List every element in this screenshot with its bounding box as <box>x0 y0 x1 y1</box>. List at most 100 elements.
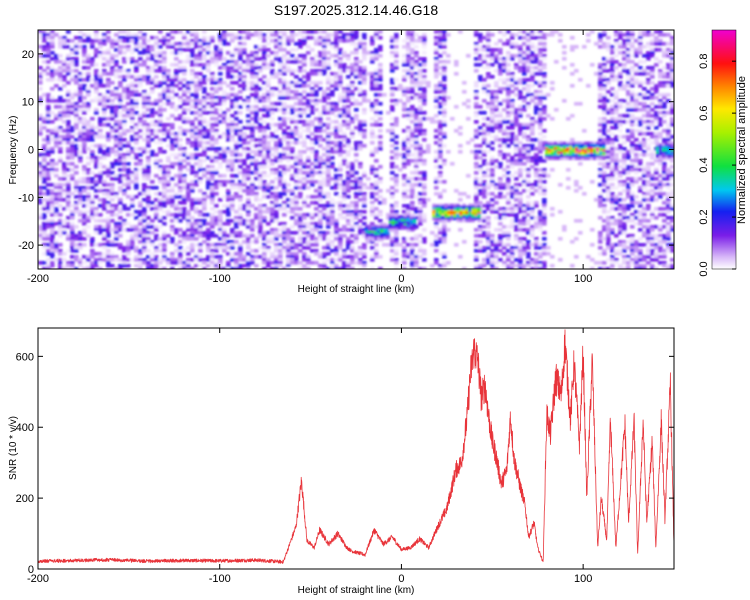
heatmap-cell <box>350 72 355 76</box>
heatmap-cell <box>210 225 215 229</box>
heatmap-cell <box>50 78 55 82</box>
heatmap-cell <box>114 42 119 46</box>
heatmap-cell <box>322 207 327 211</box>
heatmap-cell <box>114 105 119 109</box>
heatmap-cell <box>166 189 171 193</box>
heatmap-cell <box>202 135 207 139</box>
heatmap-cell <box>246 201 251 205</box>
heatmap-cell <box>294 219 299 223</box>
heatmap-cell <box>318 63 323 67</box>
heatmap-cell <box>374 168 379 172</box>
heatmap-cell <box>434 60 439 64</box>
heatmap-cell <box>494 246 499 250</box>
heatmap-cell <box>486 219 491 223</box>
heatmap-cell <box>70 264 75 268</box>
heatmap-cell <box>266 108 271 112</box>
heatmap-cell <box>438 54 443 58</box>
heatmap-cell <box>90 237 95 241</box>
heatmap-cell <box>118 156 123 160</box>
heatmap-cell <box>338 78 343 82</box>
heatmap-cell <box>334 102 339 106</box>
heatmap-cell <box>246 177 251 181</box>
heatmap-cell <box>326 132 331 136</box>
heatmap-cell <box>390 195 395 199</box>
heatmap-cell <box>214 57 219 61</box>
heatmap-cell <box>142 237 147 241</box>
heatmap-cell <box>194 219 199 223</box>
heatmap-cell <box>86 234 91 238</box>
heatmap-cell <box>154 234 159 238</box>
heatmap-cell <box>394 39 399 43</box>
heatmap-cell <box>238 63 243 67</box>
heatmap-cell <box>318 72 323 76</box>
heatmap-cell <box>506 99 511 103</box>
heatmap-cell <box>206 42 211 46</box>
heatmap-cell <box>74 267 79 269</box>
heatmap-cell <box>178 267 183 269</box>
heatmap-cell <box>418 72 423 76</box>
heatmap-cell <box>142 60 147 64</box>
heatmap-cell <box>286 249 291 253</box>
heatmap-cell <box>422 213 427 217</box>
heatmap-cell <box>54 192 59 196</box>
heatmap-cell <box>150 57 155 61</box>
heatmap-cell <box>390 78 395 82</box>
heatmap-cell <box>258 210 263 214</box>
heatmap-cell <box>302 216 307 220</box>
heatmap-cell <box>474 258 479 262</box>
heatmap-cell <box>194 102 199 106</box>
heatmap-cell <box>490 51 495 55</box>
heatmap-cell <box>254 117 259 121</box>
heatmap-cell <box>98 132 103 136</box>
heatmap-cell <box>278 84 283 88</box>
heatmap-cell <box>146 198 151 202</box>
heatmap-cell <box>102 117 107 121</box>
heatmap-cell <box>90 210 95 214</box>
heatmap-cell <box>270 261 275 265</box>
heatmap-cell <box>362 129 367 133</box>
heatmap-cell <box>390 54 395 58</box>
heatmap-cell <box>98 144 103 148</box>
heatmap-cell <box>130 48 135 52</box>
heatmap-cell <box>210 207 215 211</box>
heatmap-cell <box>186 258 191 262</box>
heatmap-cell <box>490 240 495 244</box>
heatmap-cell <box>442 96 447 100</box>
heatmap-cell <box>122 249 127 253</box>
heatmap-cell <box>206 180 211 184</box>
heatmap-cell <box>390 66 395 70</box>
heatmap-cell <box>150 207 155 211</box>
heatmap-cell <box>290 231 295 235</box>
heatmap-cell <box>438 126 443 130</box>
heatmap-cell <box>314 240 319 244</box>
heatmap-cell <box>38 225 43 229</box>
heatmap-cell <box>326 93 331 97</box>
heatmap-cell <box>246 267 251 269</box>
heatmap-cell <box>418 162 423 166</box>
heatmap-cell <box>374 111 379 115</box>
heatmap-cell <box>114 222 119 226</box>
heatmap-cell <box>294 93 299 97</box>
heatmap-cell <box>302 252 307 256</box>
heatmap-cell <box>114 150 119 154</box>
heatmap-cell <box>290 117 295 121</box>
heatmap-cell <box>90 264 95 268</box>
heatmap-cell <box>274 42 279 46</box>
heatmap-cell <box>246 63 251 67</box>
heatmap-cell <box>178 30 183 34</box>
heatmap-cell <box>498 48 503 52</box>
heatmap-cell <box>362 120 367 124</box>
heatmap-cell <box>282 129 287 133</box>
heatmap-cell <box>374 57 379 61</box>
heatmap-cell <box>326 96 331 100</box>
heatmap-cell <box>330 72 335 76</box>
heatmap-cell <box>226 42 231 46</box>
heatmap-cell <box>142 246 147 250</box>
heatmap-cell <box>494 69 499 73</box>
heatmap-cell <box>90 240 95 244</box>
heatmap-cell <box>414 84 419 88</box>
heatmap-cell <box>406 72 411 76</box>
heatmap-cell <box>266 156 271 160</box>
heatmap-cell <box>362 132 367 136</box>
heatmap-cell <box>406 36 411 40</box>
